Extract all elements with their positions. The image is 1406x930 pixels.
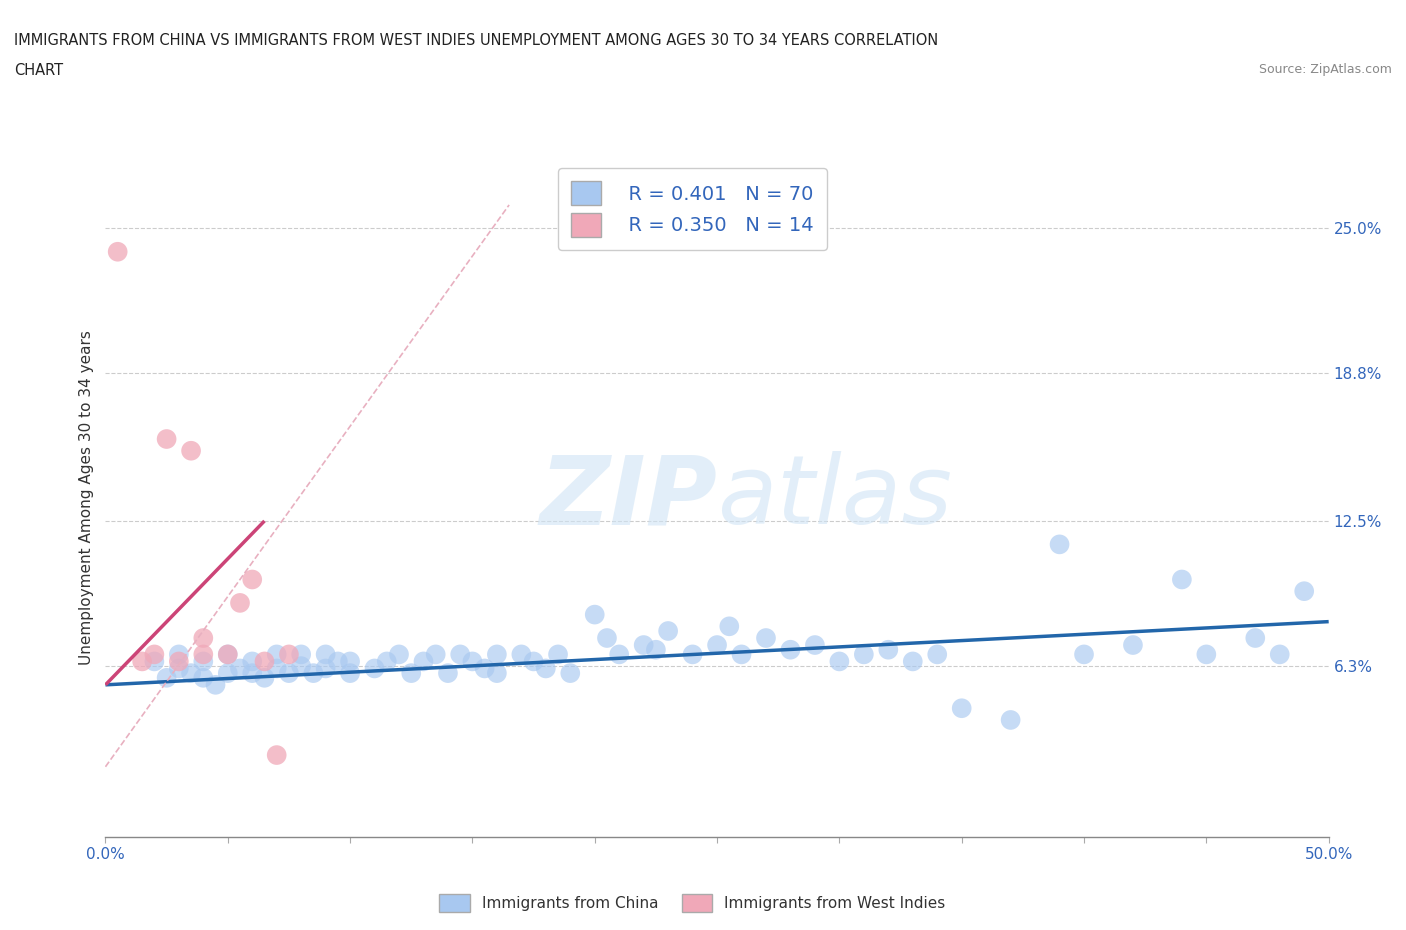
Point	[560, 666, 582, 681]
Point	[326, 654, 349, 669]
Text: CHART: CHART	[14, 63, 63, 78]
Point	[217, 666, 239, 681]
Point	[449, 647, 471, 662]
Point	[547, 647, 569, 662]
Point	[1195, 647, 1218, 662]
Point	[143, 647, 166, 662]
Point	[399, 666, 422, 681]
Point	[315, 661, 337, 676]
Point	[107, 245, 129, 259]
Point	[779, 643, 801, 658]
Point	[155, 671, 177, 685]
Point	[485, 666, 508, 681]
Point	[412, 654, 434, 669]
Text: Source: ZipAtlas.com: Source: ZipAtlas.com	[1258, 63, 1392, 76]
Point	[706, 638, 728, 653]
Point	[852, 647, 875, 662]
Point	[167, 654, 190, 669]
Point	[596, 631, 619, 645]
Y-axis label: Unemployment Among Ages 30 to 34 years: Unemployment Among Ages 30 to 34 years	[79, 330, 94, 665]
Point	[927, 647, 949, 662]
Point	[290, 658, 312, 673]
Point	[180, 666, 202, 681]
Point	[375, 654, 398, 669]
Point	[425, 647, 447, 662]
Point	[204, 677, 226, 692]
Point	[315, 647, 337, 662]
Point	[339, 666, 361, 681]
Point	[474, 661, 496, 676]
Point	[583, 607, 606, 622]
Point	[657, 623, 679, 638]
Point	[522, 654, 544, 669]
Point	[877, 643, 900, 658]
Point	[1073, 647, 1095, 662]
Point	[217, 647, 239, 662]
Point	[278, 647, 301, 662]
Point	[901, 654, 924, 669]
Point	[131, 654, 153, 669]
Point	[1122, 638, 1144, 653]
Point	[240, 666, 263, 681]
Point	[240, 572, 263, 587]
Point	[193, 671, 215, 685]
Point	[633, 638, 655, 653]
Point	[828, 654, 851, 669]
Point	[339, 654, 361, 669]
Point	[167, 647, 190, 662]
Point	[607, 647, 630, 662]
Point	[193, 654, 215, 669]
Point	[1244, 631, 1267, 645]
Text: IMMIGRANTS FROM CHINA VS IMMIGRANTS FROM WEST INDIES UNEMPLOYMENT AMONG AGES 30 : IMMIGRANTS FROM CHINA VS IMMIGRANTS FROM…	[14, 33, 938, 47]
Point	[266, 748, 288, 763]
Point	[229, 661, 252, 676]
Point	[1049, 537, 1071, 551]
Point	[388, 647, 411, 662]
Point	[266, 647, 288, 662]
Point	[253, 654, 276, 669]
Point	[755, 631, 778, 645]
Point	[718, 618, 741, 633]
Point	[290, 647, 312, 662]
Legend: Immigrants from China, Immigrants from West Indies: Immigrants from China, Immigrants from W…	[433, 888, 952, 918]
Text: ZIP: ZIP	[538, 451, 717, 544]
Point	[1171, 572, 1194, 587]
Point	[155, 432, 177, 446]
Point	[534, 661, 557, 676]
Point	[240, 654, 263, 669]
Point	[143, 654, 166, 669]
Point	[1000, 712, 1022, 727]
Text: atlas: atlas	[717, 451, 952, 544]
Point	[950, 701, 973, 716]
Point	[217, 647, 239, 662]
Point	[167, 661, 190, 676]
Point	[229, 595, 252, 610]
Point	[485, 647, 508, 662]
Point	[363, 661, 385, 676]
Point	[266, 661, 288, 676]
Point	[510, 647, 533, 662]
Point	[253, 671, 276, 685]
Point	[804, 638, 827, 653]
Point	[193, 647, 215, 662]
Point	[437, 666, 460, 681]
Point	[1268, 647, 1291, 662]
Point	[644, 643, 668, 658]
Point	[1294, 584, 1316, 599]
Point	[730, 647, 752, 662]
Point	[180, 444, 202, 458]
Point	[193, 631, 215, 645]
Point	[461, 654, 484, 669]
Point	[302, 666, 325, 681]
Point	[278, 666, 301, 681]
Point	[682, 647, 704, 662]
